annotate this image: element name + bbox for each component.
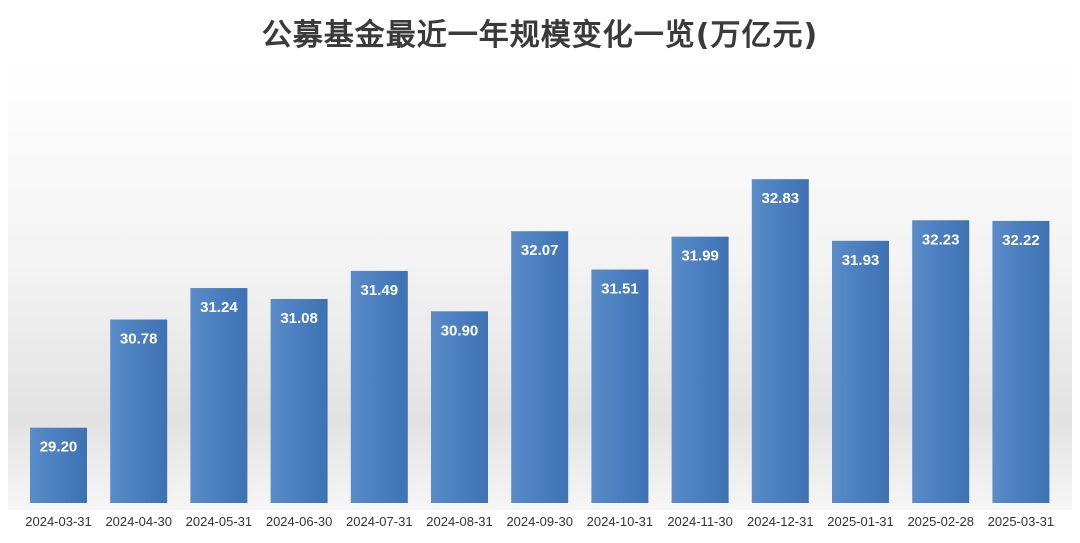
data-label-2025-03-31: 32.22 [1002, 232, 1040, 249]
bar-2024-11-30 [671, 236, 729, 503]
x-tick-label-2024-04-30: 2024-04-30 [105, 514, 172, 529]
x-tick-label-2025-02-28: 2025-02-28 [907, 514, 974, 529]
data-label-2024-10-31: 31.51 [601, 281, 639, 298]
bar-2024-10-31 [591, 269, 649, 503]
bar-2024-12-31 [751, 179, 809, 503]
x-tick-label-2024-03-31: 2024-03-31 [25, 514, 92, 529]
bar-2024-04-30 [110, 319, 168, 503]
data-label-2024-09-30: 32.07 [521, 242, 559, 259]
data-label-2024-11-30: 31.99 [681, 248, 719, 265]
x-tick-label-2024-05-31: 2024-05-31 [186, 514, 253, 529]
x-tick-label-2025-01-31: 2025-01-31 [827, 514, 894, 529]
x-tick-label-2024-12-31: 2024-12-31 [747, 514, 814, 529]
bar-2025-01-31 [832, 240, 889, 504]
data-label-2024-03-31: 29.20 [40, 439, 78, 456]
data-label-2024-07-31: 31.49 [361, 282, 399, 299]
data-label-2024-12-31: 32.83 [762, 190, 800, 207]
bar-2024-05-31 [190, 288, 248, 503]
data-label-2024-04-30: 30.78 [120, 331, 158, 348]
x-tick-label-2024-09-30: 2024-09-30 [506, 514, 573, 529]
bar-2025-03-31 [992, 220, 1050, 503]
bar-2024-06-30 [270, 298, 328, 503]
data-label-2024-05-31: 31.24 [200, 299, 238, 316]
x-tick-label-2024-08-31: 2024-08-31 [426, 514, 493, 529]
data-label-2024-06-30: 31.08 [280, 310, 318, 327]
x-tick-label-2024-10-31: 2024-10-31 [587, 514, 654, 529]
data-label-2025-01-31: 31.93 [842, 252, 880, 269]
bar-2025-02-28 [912, 220, 970, 503]
bar-2024-03-31 [30, 427, 87, 503]
data-label-2025-02-28: 32.23 [922, 231, 960, 248]
bar-2024-09-30 [511, 231, 569, 503]
data-label-2024-08-31: 30.90 [441, 322, 479, 339]
x-tick-label-2024-07-31: 2024-07-31 [346, 514, 413, 529]
x-tick-label-2024-06-30: 2024-06-30 [266, 514, 333, 529]
x-tick-label-2024-11-30: 2024-11-30 [667, 514, 733, 529]
chart-title: 公募基金最近一年规模变化一览(万亿元) [261, 18, 819, 53]
bar-2024-08-31 [431, 311, 488, 503]
bar-2024-07-31 [350, 270, 408, 503]
x-tick-label-2025-03-31: 2025-03-31 [988, 514, 1055, 529]
